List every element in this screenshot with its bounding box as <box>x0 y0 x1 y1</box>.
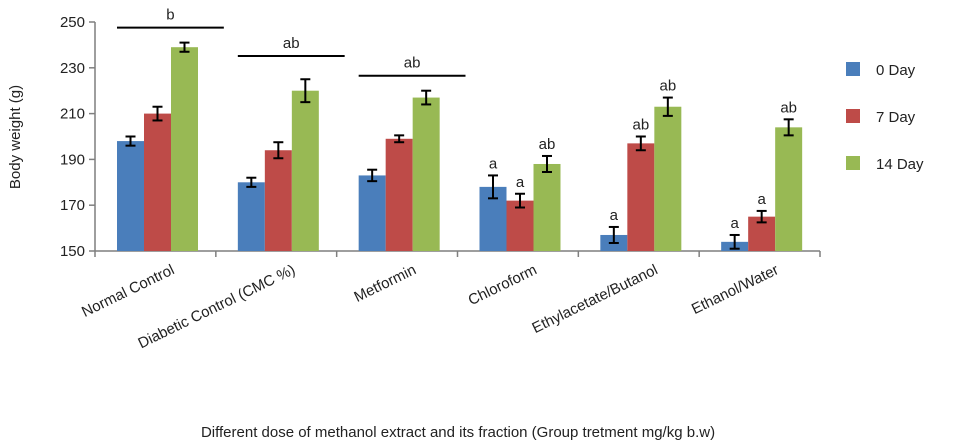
significance-label: a <box>730 215 739 232</box>
bar <box>171 47 198 251</box>
y-tick-label: 250 <box>60 14 85 31</box>
significance-label: ab <box>659 78 676 95</box>
bar <box>264 150 292 251</box>
bar <box>385 138 413 251</box>
bars <box>117 47 803 251</box>
y-axis-title: Body weight (g) <box>7 85 24 189</box>
legend-swatch <box>846 62 860 76</box>
bar <box>506 200 534 251</box>
significance-label: a <box>516 174 525 191</box>
legend-label: 14 Day <box>876 156 924 173</box>
bar <box>627 143 655 251</box>
y-tick-label: 190 <box>60 151 85 168</box>
bar <box>144 113 171 251</box>
y-tick-label: 230 <box>60 60 85 77</box>
significance-label: a <box>757 191 766 208</box>
bar <box>358 175 386 251</box>
bar <box>775 127 803 251</box>
bar <box>237 182 265 251</box>
y-axis: 150 170 190 210 230 250 <box>60 14 96 260</box>
bar <box>412 97 440 251</box>
group-significance-label: ab <box>404 55 421 72</box>
annotations: b ab ab a a ab a ab ab a a ab <box>117 7 797 232</box>
group-significance-label: b <box>166 7 174 24</box>
bar <box>291 90 319 251</box>
legend-swatch <box>846 156 860 170</box>
legend: 0 Day 7 Day 14 Day <box>846 62 924 173</box>
x-tick-label: Ethanol/Water <box>689 261 781 318</box>
legend-swatch <box>846 109 860 123</box>
x-tick-label: Normal Control <box>79 261 177 321</box>
x-axis-title: Different dose of methanol extract and i… <box>201 424 715 441</box>
bar <box>654 106 682 251</box>
group-significance-label: ab <box>283 35 300 52</box>
legend-label: 0 Day <box>876 62 916 79</box>
y-tick-label: 150 <box>60 243 85 260</box>
error-bars <box>125 41 794 250</box>
x-tick-label: Chloroform <box>466 261 540 309</box>
x-tick-label: Metformin <box>351 261 418 306</box>
x-tick-label: Ethylacetate/Butanol <box>529 261 660 337</box>
legend-label: 7 Day <box>876 109 916 126</box>
significance-label: ab <box>780 99 797 116</box>
significance-label: ab <box>632 117 649 134</box>
bar <box>533 163 561 251</box>
bar <box>117 141 144 251</box>
y-tick-label: 170 <box>60 197 85 214</box>
significance-label: a <box>610 207 619 224</box>
significance-label: ab <box>539 136 556 153</box>
y-tick-label: 210 <box>60 106 85 123</box>
significance-label: a <box>489 155 498 172</box>
